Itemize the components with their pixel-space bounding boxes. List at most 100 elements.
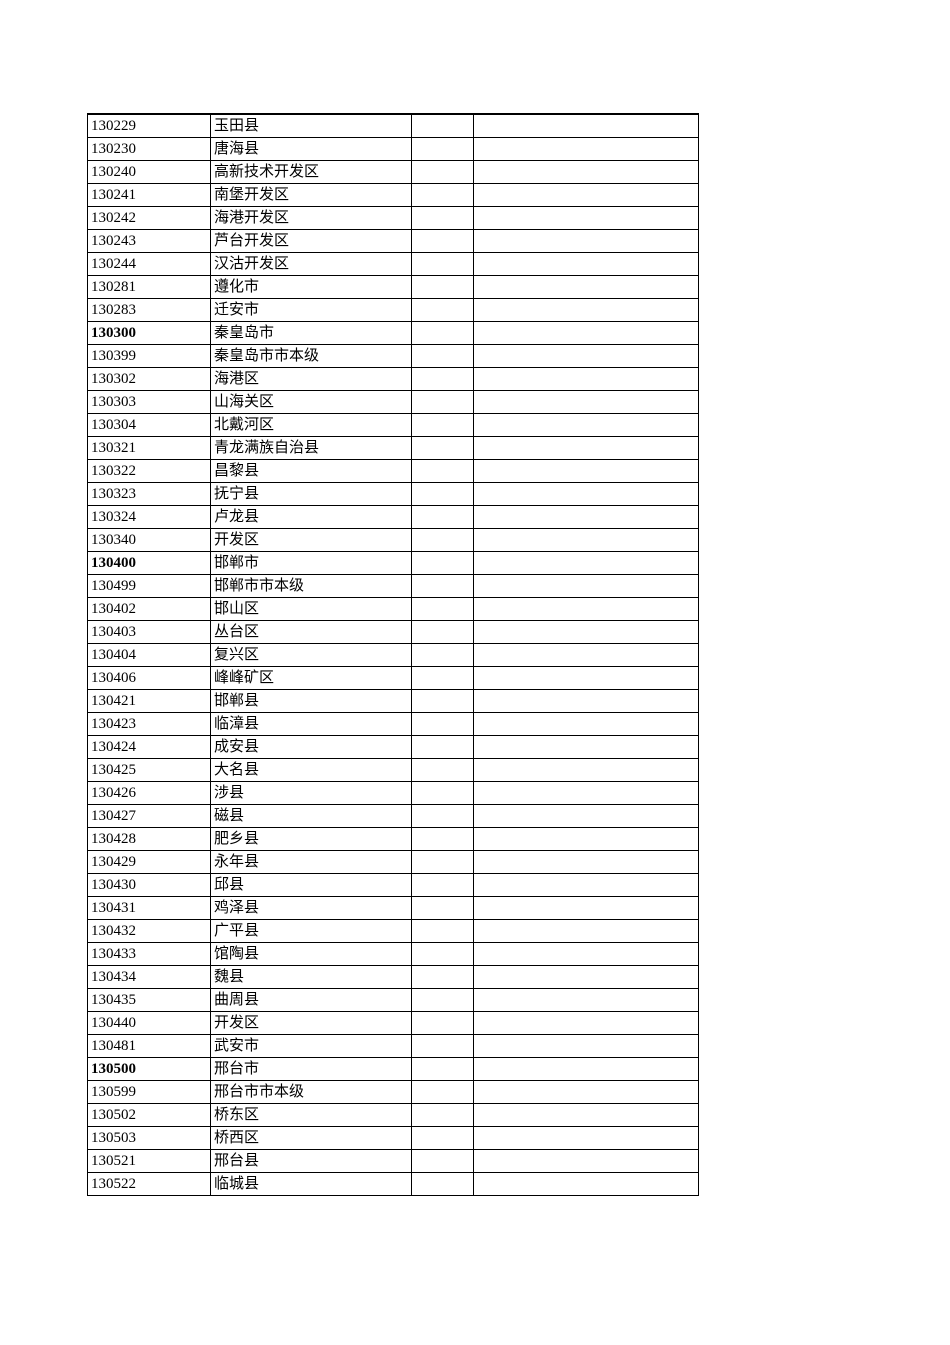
table-row: 130440 开发区 bbox=[87, 1011, 699, 1035]
table-row: 130426 涉县 bbox=[87, 781, 699, 805]
table-row: 130322 昌黎县 bbox=[87, 459, 699, 483]
table-row: 130400 邯郸市 bbox=[87, 551, 699, 575]
name-cell: 开发区 bbox=[210, 528, 412, 552]
empty-cell bbox=[411, 160, 474, 184]
code-cell: 130433 bbox=[87, 942, 211, 966]
empty-cell bbox=[473, 344, 699, 368]
empty-cell bbox=[411, 390, 474, 414]
empty-cell bbox=[473, 1034, 699, 1058]
empty-cell bbox=[411, 988, 474, 1012]
name-cell: 桥东区 bbox=[210, 1103, 412, 1127]
empty-cell bbox=[411, 321, 474, 345]
table-row: 130423 临漳县 bbox=[87, 712, 699, 736]
empty-cell bbox=[411, 436, 474, 460]
empty-cell bbox=[473, 321, 699, 345]
code-cell: 130323 bbox=[87, 482, 211, 506]
empty-cell bbox=[411, 413, 474, 437]
name-cell: 峰峰矿区 bbox=[210, 666, 412, 690]
table-row: 130323 抚宁县 bbox=[87, 482, 699, 506]
code-cell: 130403 bbox=[87, 620, 211, 644]
name-cell: 玉田县 bbox=[210, 113, 412, 138]
empty-cell bbox=[411, 1172, 474, 1196]
code-cell: 130425 bbox=[87, 758, 211, 782]
table-row: 130281 遵化市 bbox=[87, 275, 699, 299]
code-cell: 130421 bbox=[87, 689, 211, 713]
name-cell: 邯郸市市本级 bbox=[210, 574, 412, 598]
empty-cell bbox=[411, 367, 474, 391]
table-row: 130230 唐海县 bbox=[87, 137, 699, 161]
name-cell: 高新技术开发区 bbox=[210, 160, 412, 184]
empty-cell bbox=[411, 1126, 474, 1150]
empty-cell bbox=[411, 528, 474, 552]
code-cell: 130481 bbox=[87, 1034, 211, 1058]
code-cell: 130502 bbox=[87, 1103, 211, 1127]
empty-cell bbox=[473, 113, 699, 138]
empty-cell bbox=[411, 505, 474, 529]
code-cell: 130599 bbox=[87, 1080, 211, 1104]
empty-cell bbox=[473, 1103, 699, 1127]
code-cell: 130521 bbox=[87, 1149, 211, 1173]
name-cell: 武安市 bbox=[210, 1034, 412, 1058]
empty-cell bbox=[411, 804, 474, 828]
empty-cell bbox=[411, 113, 474, 138]
empty-cell bbox=[473, 850, 699, 874]
code-cell: 130283 bbox=[87, 298, 211, 322]
table-row: 130340 开发区 bbox=[87, 528, 699, 552]
name-cell: 丛台区 bbox=[210, 620, 412, 644]
name-cell: 临城县 bbox=[210, 1172, 412, 1196]
name-cell: 涉县 bbox=[210, 781, 412, 805]
empty-cell bbox=[411, 1103, 474, 1127]
code-cell: 130423 bbox=[87, 712, 211, 736]
code-cell: 130321 bbox=[87, 436, 211, 460]
name-cell: 临漳县 bbox=[210, 712, 412, 736]
code-cell: 130324 bbox=[87, 505, 211, 529]
empty-cell bbox=[411, 183, 474, 207]
table-row: 130481 武安市 bbox=[87, 1034, 699, 1058]
table-row: 130404 复兴区 bbox=[87, 643, 699, 667]
empty-cell bbox=[411, 574, 474, 598]
empty-cell bbox=[411, 1149, 474, 1173]
empty-cell bbox=[411, 643, 474, 667]
empty-cell bbox=[473, 827, 699, 851]
empty-cell bbox=[473, 919, 699, 943]
code-cell: 130499 bbox=[87, 574, 211, 598]
empty-cell bbox=[473, 620, 699, 644]
table-row: 130244 汉沽开发区 bbox=[87, 252, 699, 276]
table-row: 130428 肥乡县 bbox=[87, 827, 699, 851]
name-cell: 海港开发区 bbox=[210, 206, 412, 230]
empty-cell bbox=[411, 597, 474, 621]
empty-cell bbox=[411, 666, 474, 690]
name-cell: 邯山区 bbox=[210, 597, 412, 621]
name-cell: 肥乡县 bbox=[210, 827, 412, 851]
table-row: 130521 邢台县 bbox=[87, 1149, 699, 1173]
empty-cell bbox=[411, 275, 474, 299]
code-cell: 130432 bbox=[87, 919, 211, 943]
empty-cell bbox=[473, 505, 699, 529]
code-cell: 130241 bbox=[87, 183, 211, 207]
code-cell: 130426 bbox=[87, 781, 211, 805]
table-row: 130304 北戴河区 bbox=[87, 413, 699, 437]
empty-cell bbox=[411, 689, 474, 713]
empty-cell bbox=[411, 942, 474, 966]
name-cell: 抚宁县 bbox=[210, 482, 412, 506]
table-row: 130243 芦台开发区 bbox=[87, 229, 699, 253]
empty-cell bbox=[473, 988, 699, 1012]
empty-cell bbox=[473, 1172, 699, 1196]
name-cell: 海港区 bbox=[210, 367, 412, 391]
empty-cell bbox=[473, 597, 699, 621]
table-row: 130241 南堡开发区 bbox=[87, 183, 699, 207]
empty-cell bbox=[473, 160, 699, 184]
empty-cell bbox=[473, 137, 699, 161]
code-cell: 130302 bbox=[87, 367, 211, 391]
code-cell: 130402 bbox=[87, 597, 211, 621]
code-cell: 130304 bbox=[87, 413, 211, 437]
table-row: 130399 秦皇岛市市本级 bbox=[87, 344, 699, 368]
name-cell: 邯郸市 bbox=[210, 551, 412, 575]
empty-cell bbox=[473, 712, 699, 736]
table-row: 130240 高新技术开发区 bbox=[87, 160, 699, 184]
table-row: 130434 魏县 bbox=[87, 965, 699, 989]
empty-cell bbox=[411, 712, 474, 736]
name-cell: 邢台市市本级 bbox=[210, 1080, 412, 1104]
code-cell: 130427 bbox=[87, 804, 211, 828]
code-cell: 130503 bbox=[87, 1126, 211, 1150]
